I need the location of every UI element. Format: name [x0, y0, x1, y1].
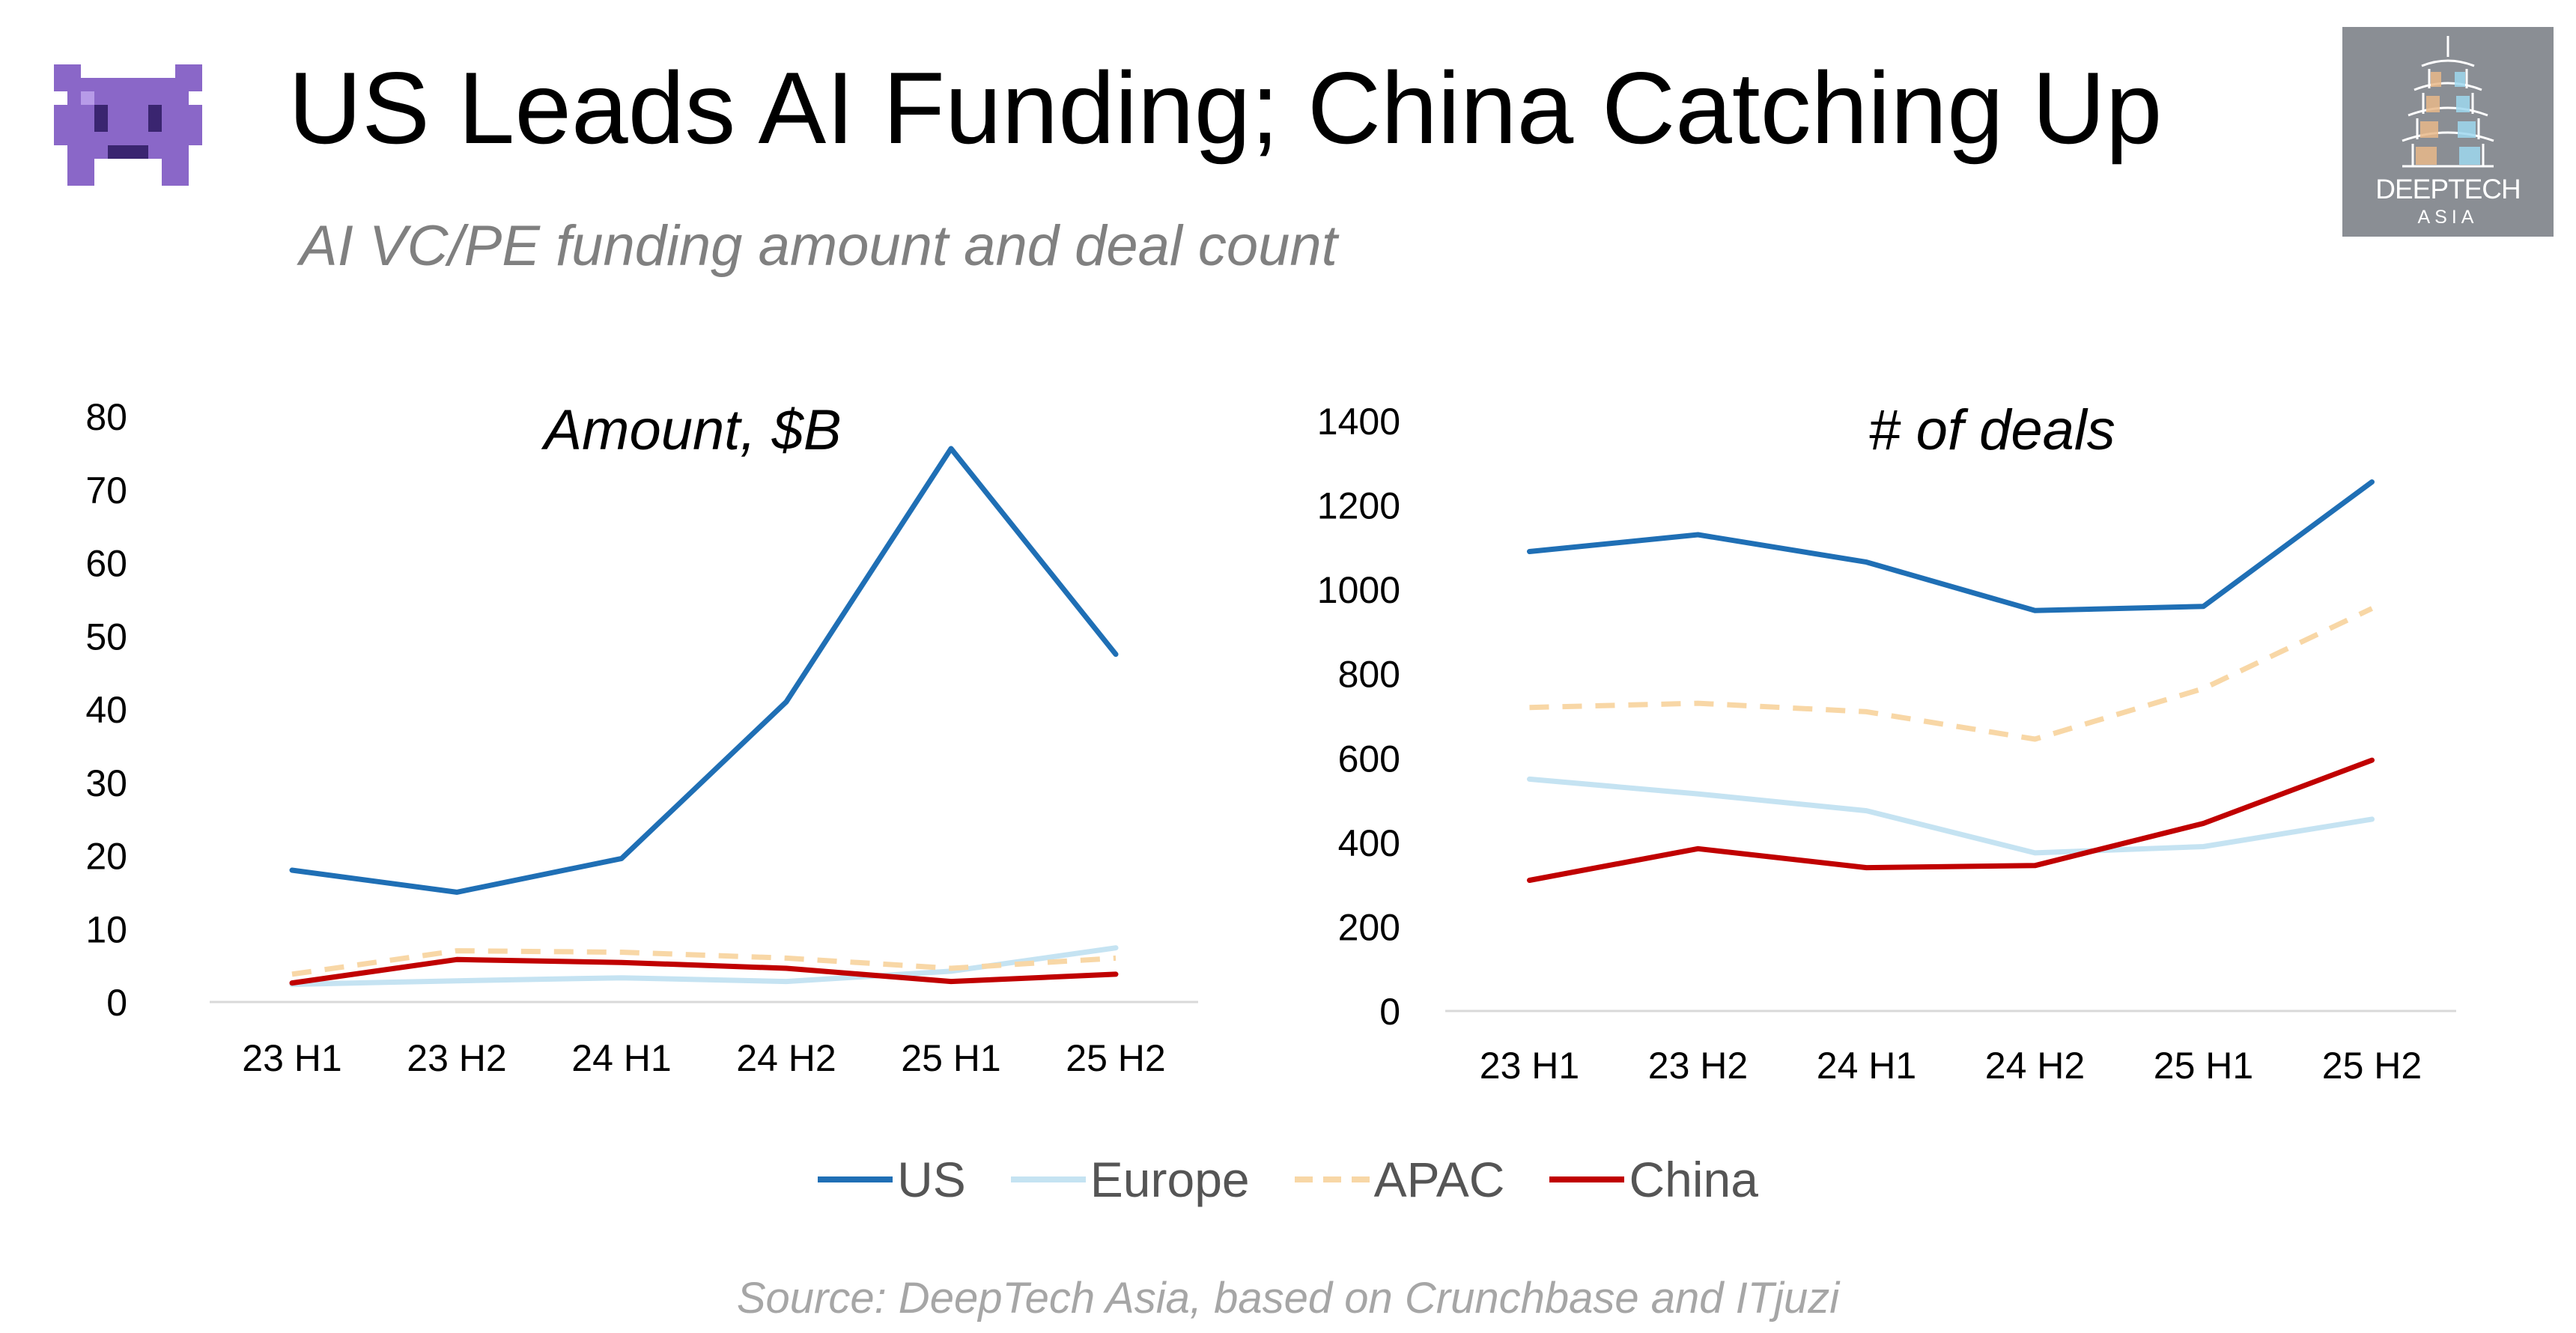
deals-series-apac	[1529, 606, 2374, 742]
legend-swatch-europe	[1010, 1176, 1086, 1182]
deals-series-us	[1527, 479, 2375, 613]
legend-label-europe: Europe	[1090, 1152, 1250, 1207]
pagoda-icon	[2402, 36, 2494, 168]
deals-chart: # of deals 0 200 400 600 800 1000 1200 1400 23 H1…	[1317, 398, 2456, 1087]
deals-y-tick-200: 200	[1338, 906, 1400, 948]
amount-y-tick-40: 40	[85, 689, 127, 731]
legend-swatch-us	[818, 1176, 893, 1182]
logo-sub: ASIA	[2417, 207, 2479, 228]
amount-y-tick-50: 50	[85, 616, 127, 658]
amount-series-apac	[291, 948, 1117, 977]
legend-label-china: China	[1629, 1152, 1758, 1207]
deals-series-china	[1527, 757, 2375, 883]
legend-swatch-apac	[1294, 1176, 1370, 1182]
amount-y-tick-80: 80	[85, 396, 127, 438]
amount-y-tick-60: 60	[85, 543, 127, 585]
amount-x-tick-23-h1: 23 H1	[242, 1037, 341, 1079]
deals-y-tick-800: 800	[1338, 654, 1400, 696]
legend-item-apac: APAC	[1294, 1151, 1505, 1208]
deals-x-tick-23-h1: 23 H1	[1480, 1045, 1579, 1087]
deals-series-europe	[1527, 776, 2375, 856]
deals-x-tick-24-h1: 24 H1	[1817, 1045, 1916, 1087]
legend-label-us: US	[897, 1152, 966, 1207]
deals-y-tick-0: 0	[1379, 991, 1400, 1033]
legend-item-china: China	[1549, 1151, 1758, 1208]
deals-y-tick-1000: 1000	[1317, 569, 1400, 611]
legend-item-europe: Europe	[1010, 1151, 1250, 1208]
amount-y-tick-30: 30	[85, 762, 127, 804]
source-note: Source: DeepTech Asia, based on Crunchba…	[736, 1274, 1840, 1323]
amount-x-tick-24-h1: 24 H1	[571, 1037, 671, 1079]
chart-legend: US Europe APAC China	[0, 1146, 2576, 1213]
deals-x-tick-25-h2: 25 H2	[2322, 1045, 2422, 1087]
amount-x-tick-24-h2: 24 H2	[736, 1037, 836, 1079]
amount-y-tick-0: 0	[106, 982, 127, 1024]
deals-y-tick-600: 600	[1338, 738, 1400, 780]
amount-series-europe	[289, 945, 1119, 987]
deals-y-tick-400: 400	[1338, 822, 1400, 864]
amount-y-tick-10: 10	[85, 908, 127, 950]
deals-y-tick-1400: 1400	[1317, 401, 1400, 443]
legend-label-apac: APAC	[1373, 1152, 1505, 1207]
page-title: US Leads AI Funding; China Catching Up	[288, 51, 2163, 165]
amount-series-china	[289, 956, 1119, 986]
amount-x-tick-23-h2: 23 H2	[407, 1037, 506, 1079]
amount-x-tick-25-h2: 25 H2	[1066, 1037, 1165, 1079]
deals-x-tick-23-h2: 23 H2	[1648, 1045, 1748, 1087]
amount-chart: Amount, $B 0 10 20 30 40 50 60 70 80 23 H1 23 H2 24 …	[85, 396, 1198, 1079]
deals-x-tick-25-h1: 25 H1	[2154, 1045, 2253, 1087]
alien-monster-icon	[54, 64, 202, 186]
amount-y-tick-20: 20	[85, 836, 127, 878]
legend-item-us: US	[818, 1151, 966, 1208]
deals-x-tick-24-h2: 24 H2	[1985, 1045, 2085, 1087]
amount-y-tick-70: 70	[85, 470, 127, 511]
amount-x-tick-25-h1: 25 H1	[901, 1037, 1000, 1079]
legend-swatch-china	[1549, 1176, 1625, 1182]
page-subtitle: AI VC/PE funding amount and deal count	[300, 214, 1337, 278]
deals-chart-title: # of deals	[1868, 398, 2115, 462]
deals-y-tick-1200: 1200	[1317, 485, 1400, 527]
amount-series-us	[289, 446, 1119, 895]
deeptech-asia-logo: DEEPTECH ASIA	[2342, 27, 2554, 237]
amount-chart-title: Amount, $B	[541, 398, 841, 462]
logo-name: DEEPTECH	[2375, 174, 2521, 204]
